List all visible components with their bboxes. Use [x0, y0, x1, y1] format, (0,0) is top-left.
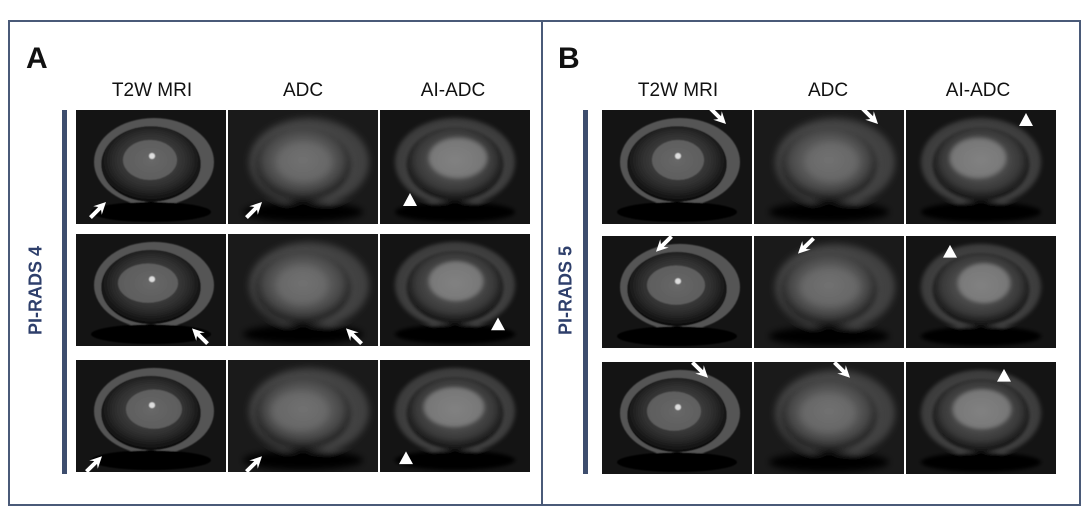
- panel-a-col-t2w: T2W MRI: [111, 80, 193, 101]
- panel-b-image-r2-c1: [602, 236, 752, 348]
- panel-a-col-ai-adc: AI-ADC: [420, 80, 486, 101]
- panel-b-col-ai-adc: AI-ADC: [945, 80, 1011, 101]
- figure-frame: [8, 20, 1081, 506]
- panel-b-image-r2-c3: [906, 236, 1056, 348]
- panel-b-row-bar: [583, 110, 588, 474]
- panel-a-letter: A: [26, 42, 48, 75]
- panel-b-image-r1-c3: [906, 110, 1056, 224]
- panel-a-image-r3-c3: [380, 360, 530, 472]
- panel-a-image-r2-c3: [380, 234, 530, 346]
- arrowhead-icon: [403, 193, 417, 206]
- panel-b-image-r3-c2: [754, 362, 904, 474]
- arrowhead-icon: [997, 368, 1011, 382]
- panel-b-image-r3-c3: [906, 362, 1056, 474]
- panel-b-col-adc: ADC: [807, 80, 849, 101]
- panel-a-image-r2-c1: [76, 234, 226, 346]
- arrowhead-icon: [1019, 113, 1033, 126]
- panel-b-letter: B: [558, 42, 580, 75]
- panel-a-row-label: PI-RADS 4: [25, 246, 46, 336]
- panel-a-col-adc: ADC: [282, 80, 324, 101]
- arrowhead-icon: [943, 244, 957, 258]
- panel-a-image-r3-c2: [228, 360, 378, 472]
- panel-b-image-r1-c2: [754, 110, 904, 224]
- arrowhead-icon: [491, 317, 505, 331]
- arrowhead-icon: [399, 451, 413, 465]
- panel-a-image-r1-c1: [76, 110, 226, 224]
- panel-b-image-r3-c1: [602, 362, 752, 474]
- panel-a-image-r1-c3: [380, 110, 530, 224]
- panel-b-row-label: PI-RADS 5: [555, 246, 576, 336]
- panel-divider: [541, 20, 543, 506]
- panel-b-image-r2-c2: [754, 236, 904, 348]
- panel-b-image-r1-c1: [602, 110, 752, 224]
- panel-a-image-r2-c2: [228, 234, 378, 346]
- panel-a-row-bar: [62, 110, 67, 474]
- panel-a-image-r1-c2: [228, 110, 378, 224]
- panel-b-col-t2w: T2W MRI: [637, 80, 719, 101]
- panel-a-image-r3-c1: [76, 360, 226, 472]
